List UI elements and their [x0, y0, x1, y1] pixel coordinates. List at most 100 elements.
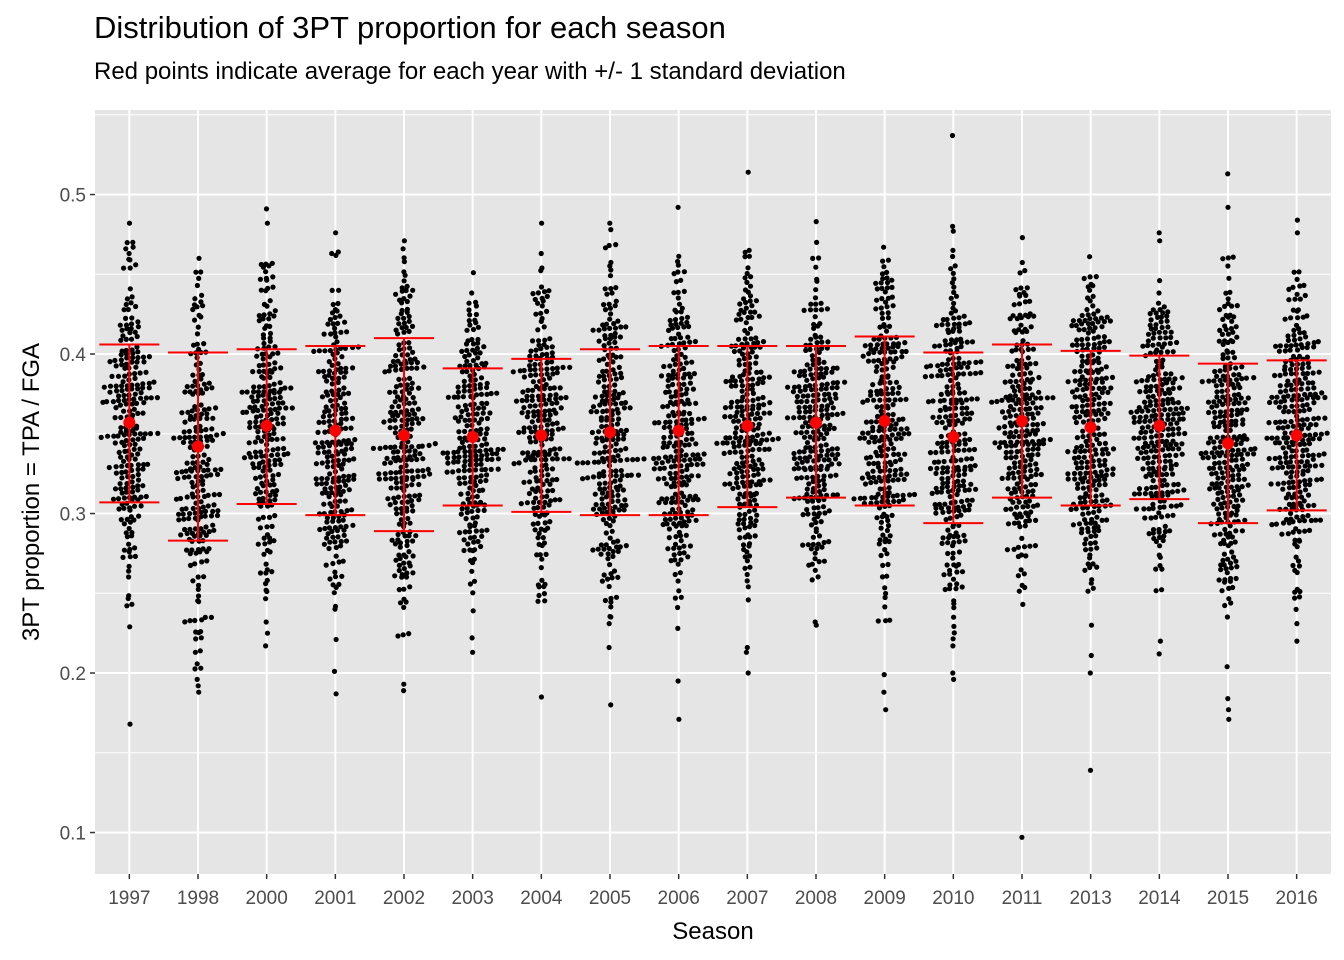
data-point — [1214, 434, 1220, 440]
data-point — [1199, 379, 1205, 385]
data-point — [1088, 281, 1094, 287]
data-point — [900, 492, 906, 498]
data-point — [329, 388, 335, 394]
data-point — [755, 466, 761, 472]
data-point — [312, 440, 318, 446]
data-point — [675, 289, 681, 295]
data-point — [1289, 469, 1295, 475]
data-point — [549, 350, 555, 356]
data-point — [333, 553, 339, 559]
data-point — [693, 493, 699, 499]
data-point — [338, 345, 344, 351]
data-point — [122, 373, 128, 379]
data-point — [551, 385, 557, 391]
data-point — [701, 415, 707, 422]
data-point — [741, 546, 747, 553]
data-point — [1101, 406, 1107, 412]
data-point — [755, 340, 761, 346]
data-point — [251, 389, 257, 395]
data-point — [129, 489, 136, 495]
data-point — [1138, 450, 1144, 456]
data-point — [177, 495, 184, 502]
data-point — [257, 525, 263, 531]
data-point — [1165, 324, 1171, 330]
data-point — [1021, 571, 1027, 577]
data-point — [890, 493, 896, 499]
data-point — [807, 465, 814, 471]
data-point — [1214, 373, 1220, 379]
data-point — [907, 492, 913, 498]
data-point — [266, 462, 272, 468]
data-point — [1302, 292, 1308, 299]
data-point — [467, 322, 473, 328]
data-point — [202, 513, 208, 519]
data-point — [326, 525, 332, 531]
data-point — [393, 384, 400, 390]
data-point — [393, 557, 399, 563]
data-point — [834, 365, 840, 371]
data-point — [797, 455, 803, 461]
data-point — [729, 374, 736, 380]
data-point — [549, 477, 556, 483]
data-point — [464, 358, 470, 364]
data-point — [322, 374, 328, 380]
data-point — [348, 445, 355, 452]
data-point — [1310, 436, 1316, 442]
data-point — [1004, 547, 1011, 553]
data-point — [186, 474, 192, 480]
data-point — [1245, 482, 1251, 488]
data-point — [1098, 411, 1104, 417]
data-point — [343, 482, 349, 488]
data-point — [462, 363, 468, 369]
data-point — [947, 586, 953, 592]
data-point — [271, 313, 277, 319]
data-point — [1109, 374, 1116, 380]
data-point — [343, 446, 349, 452]
data-point — [128, 321, 135, 327]
data-point — [1305, 386, 1311, 392]
data-point — [955, 504, 961, 510]
data-point — [939, 373, 945, 379]
data-point — [203, 427, 209, 433]
data-point — [420, 468, 426, 474]
data-point — [1003, 506, 1009, 512]
data-point — [1233, 512, 1239, 518]
data-point — [539, 556, 545, 562]
data-point — [547, 481, 553, 487]
data-point — [542, 581, 548, 588]
data-point — [1220, 394, 1226, 400]
data-point — [749, 314, 755, 320]
data-point — [1315, 415, 1321, 421]
data-point — [1091, 311, 1097, 317]
data-point — [950, 305, 956, 311]
data-point — [1100, 451, 1106, 457]
data-point — [1301, 518, 1308, 524]
data-point — [1222, 364, 1228, 370]
data-point — [601, 356, 607, 362]
data-point — [742, 336, 748, 342]
data-point — [1215, 496, 1221, 502]
data-point — [407, 345, 413, 351]
data-point — [542, 408, 548, 414]
mean-point — [260, 419, 273, 432]
data-point — [1273, 399, 1279, 405]
data-point — [950, 636, 956, 642]
data-point — [326, 545, 332, 552]
data-point — [184, 547, 190, 553]
data-point — [804, 507, 810, 513]
data-point — [681, 479, 687, 485]
data-point — [767, 410, 773, 416]
data-point — [1307, 481, 1313, 488]
data-point — [256, 363, 262, 369]
data-point — [535, 598, 541, 604]
data-point — [607, 562, 613, 568]
data-point — [1165, 309, 1171, 315]
data-point — [464, 423, 470, 429]
data-point — [953, 530, 959, 536]
data-point — [530, 379, 537, 385]
data-point — [255, 429, 261, 435]
data-point — [934, 465, 940, 471]
data-point — [417, 492, 423, 498]
data-point — [874, 413, 881, 420]
data-point — [599, 510, 606, 516]
